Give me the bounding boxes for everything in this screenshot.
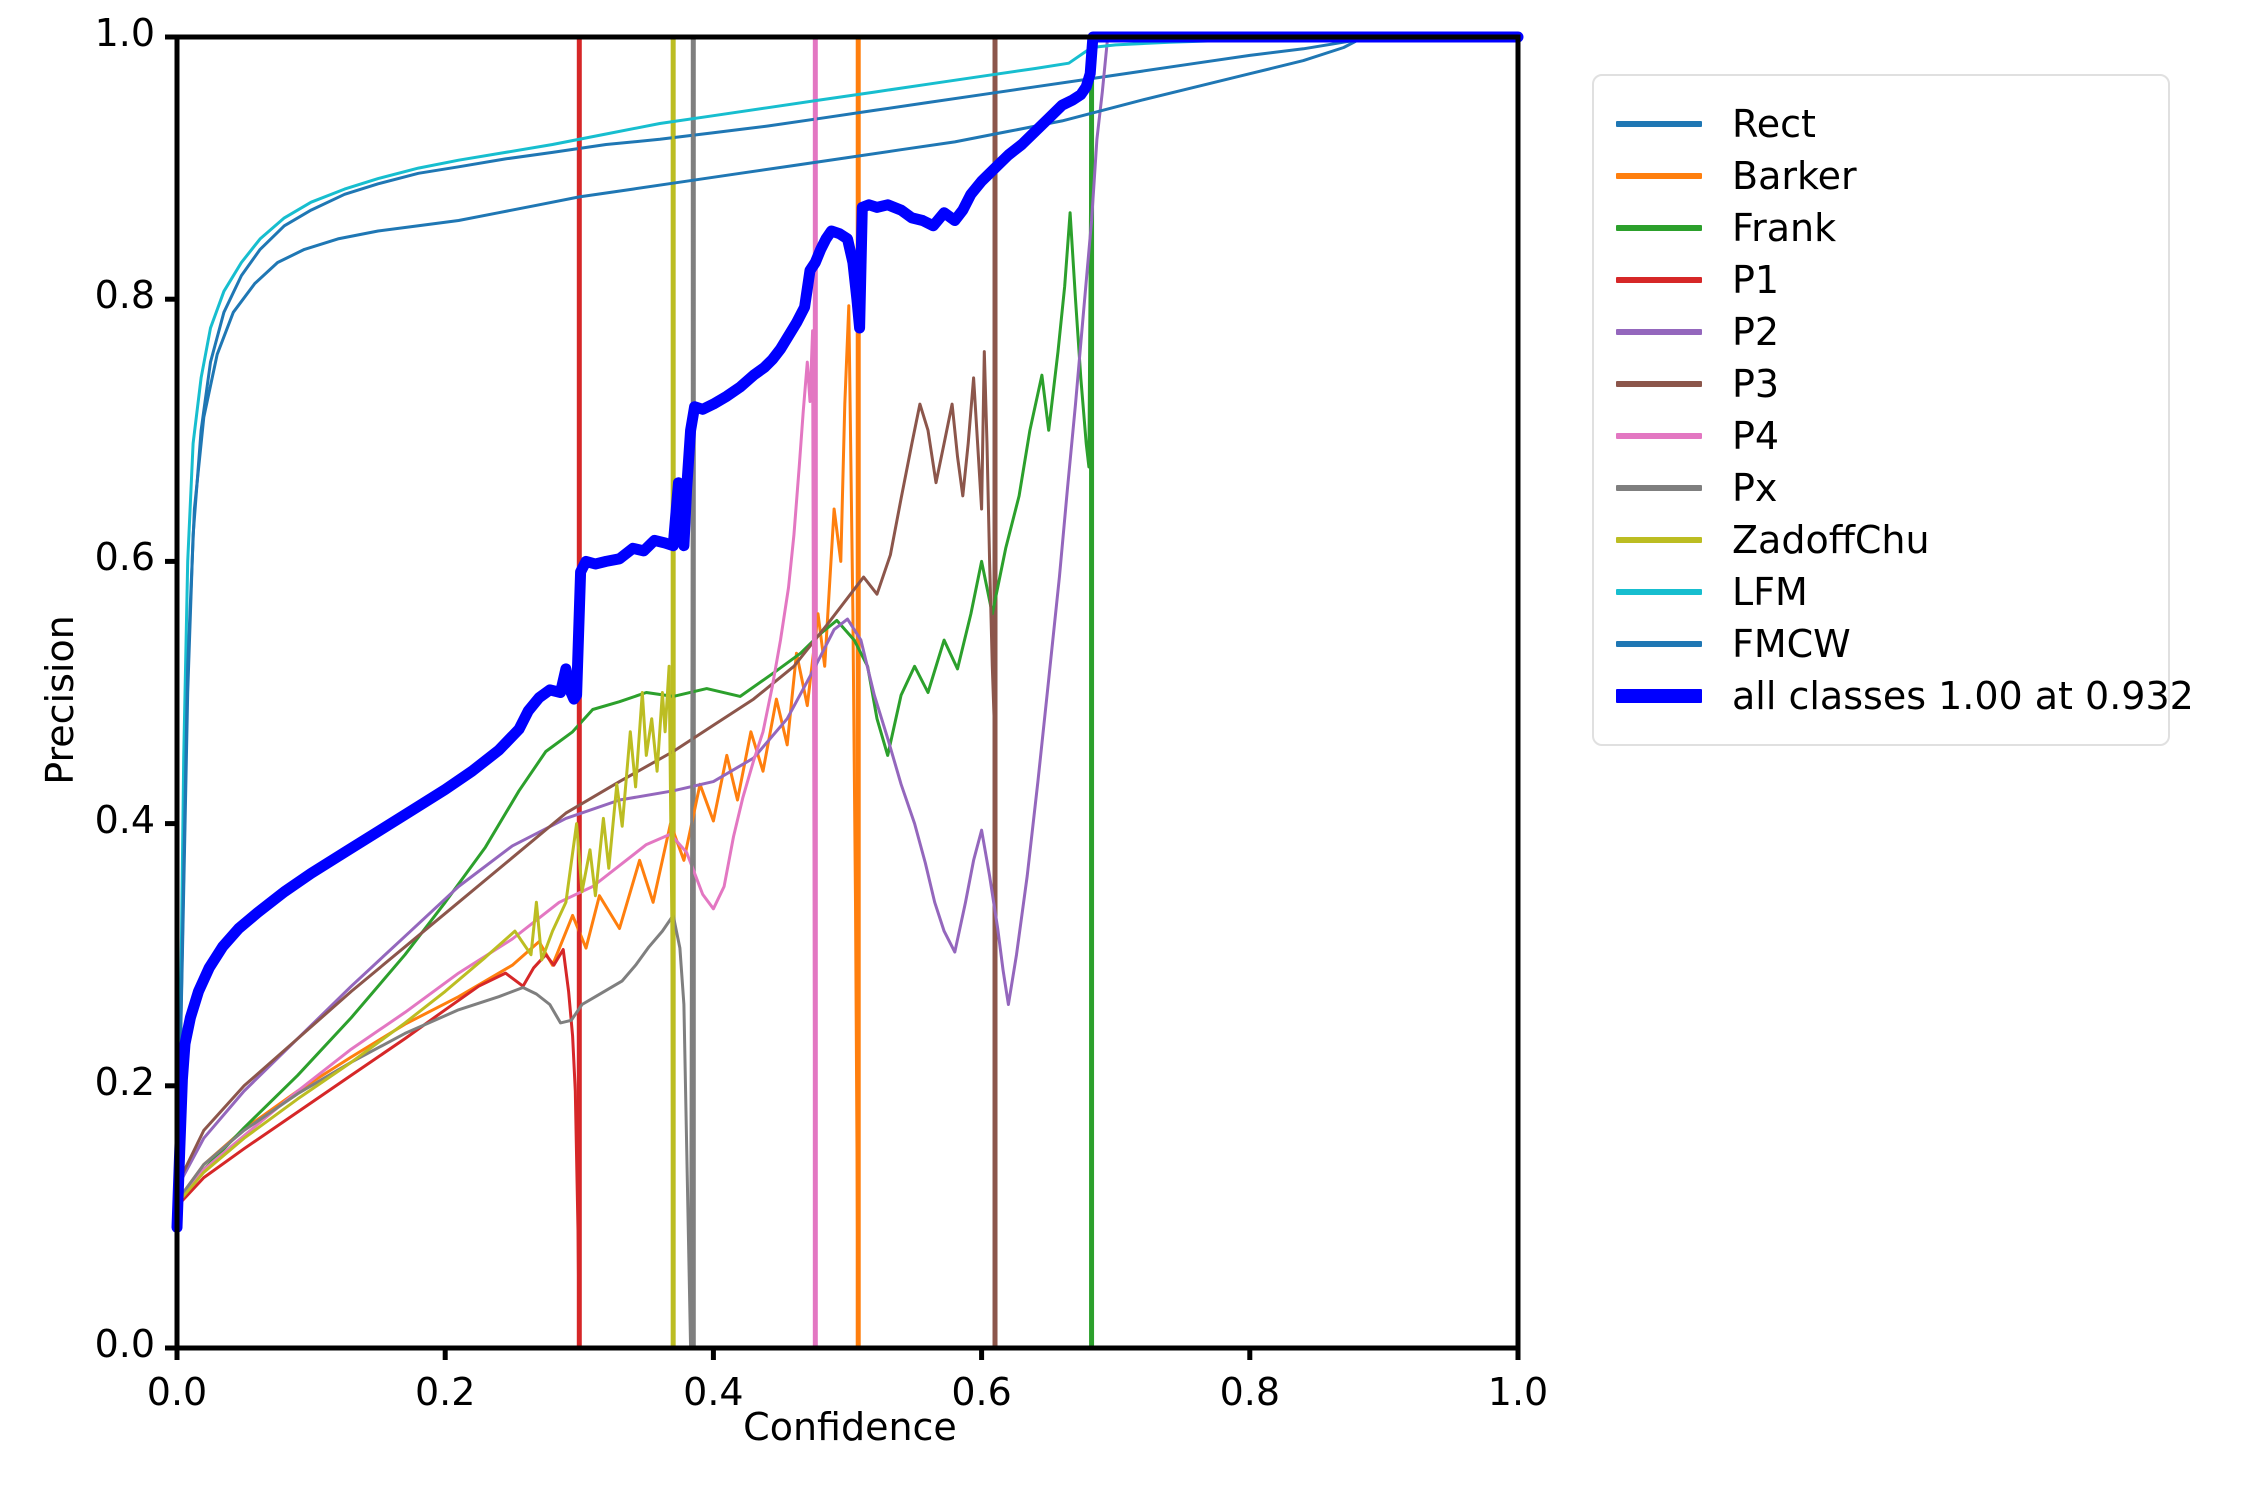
legend-label: FMCW [1732,622,1851,666]
legend-item-barker[interactable]: Barker [1594,150,2168,202]
series-line-fmcw [175,35,1520,1232]
legend-swatch-icon [1616,225,1702,231]
legend-label: ZadoffChu [1732,518,1930,562]
legend-swatch-icon [1616,173,1702,179]
legend-swatch-icon [1616,121,1702,127]
y-tick-label: 0.0 [94,1322,155,1366]
series-line-all [171,31,1524,1233]
series-line-frank [175,35,1520,1206]
series-line-p2 [175,35,1520,1190]
legend-swatch-icon [1616,641,1702,647]
y-tick-label: 0.4 [94,797,155,842]
x-tick-label: 0.2 [414,1370,476,1414]
series-line-p4 [175,35,817,1350]
y-axis-label: Precision [38,615,82,785]
plot-frame [174,34,1521,1351]
legend-item-fmcw[interactable]: FMCW [1594,618,2168,670]
series-line-p1 [175,35,581,1350]
x-tick-label: 0.4 [683,1370,744,1414]
series-line-rect [175,35,1520,1214]
legend-item-all[interactable]: all classes 1.00 at 0.932 [1594,670,2194,722]
legend-label: all classes 1.00 at 0.932 [1732,674,2194,718]
legend-item-zadoffchu[interactable]: ZadoffChu [1594,514,2168,566]
y-tick-label: 0.2 [94,1059,155,1104]
chart-legend[interactable]: Rect Barker Frank P1 P2 P3 P4 Px ZadoffChu LFM FMC… [1592,74,2194,746]
legend-item-p4[interactable]: P4 [1594,410,2168,462]
legend-item-p2[interactable]: P2 [1594,306,2168,358]
legend-item-px[interactable]: Px [1594,462,2168,514]
legend-label: P3 [1732,362,1780,406]
axis-ticks [165,34,1521,1360]
legend-label: P4 [1732,414,1780,458]
legend-swatch-icon [1616,485,1702,491]
series-line-p3 [175,350,997,1187]
series-line-lfm [175,35,1520,1271]
series-line-px [175,35,695,1350]
legend-label: LFM [1732,570,1808,614]
legend-swatch-icon [1616,689,1702,703]
series-line-zadoffchu [175,35,675,1350]
x-tick-label: 0.0 [146,1370,208,1414]
x-tick-label: 1.0 [1487,1370,1549,1414]
legend-swatch-icon [1616,589,1702,595]
series-line-barker [175,304,860,1350]
legend-swatch-icon [1616,277,1702,283]
legend-label: P1 [1732,258,1780,302]
legend-label: Rect [1732,102,1816,146]
y-tick-label: 0.8 [94,273,155,318]
legend-label: Barker [1732,154,1857,198]
x-axis-label: Confidence [743,1405,957,1449]
legend-item-p1[interactable]: P1 [1594,254,2168,306]
legend-label: Frank [1732,206,1837,250]
x-tick-label: 0.8 [1219,1370,1281,1414]
legend-item-p3[interactable]: P3 [1594,358,2168,410]
legend-swatch-icon [1616,329,1702,335]
plot-lines-group [171,31,1524,1350]
y-tick-label: 1.0 [94,11,155,55]
x-tick-label: 0.6 [951,1370,1012,1414]
legend-swatch-icon [1616,381,1702,387]
legend-swatch-icon [1616,537,1702,543]
legend-label: Px [1732,466,1778,510]
legend-item-lfm[interactable]: LFM [1594,566,2168,618]
legend-label: P2 [1732,310,1780,354]
legend-item-rect[interactable]: Rect [1594,98,2168,150]
y-tick-label: 0.6 [94,535,155,580]
legend-swatch-icon [1616,433,1702,439]
legend-item-frank[interactable]: Frank [1594,202,2168,254]
